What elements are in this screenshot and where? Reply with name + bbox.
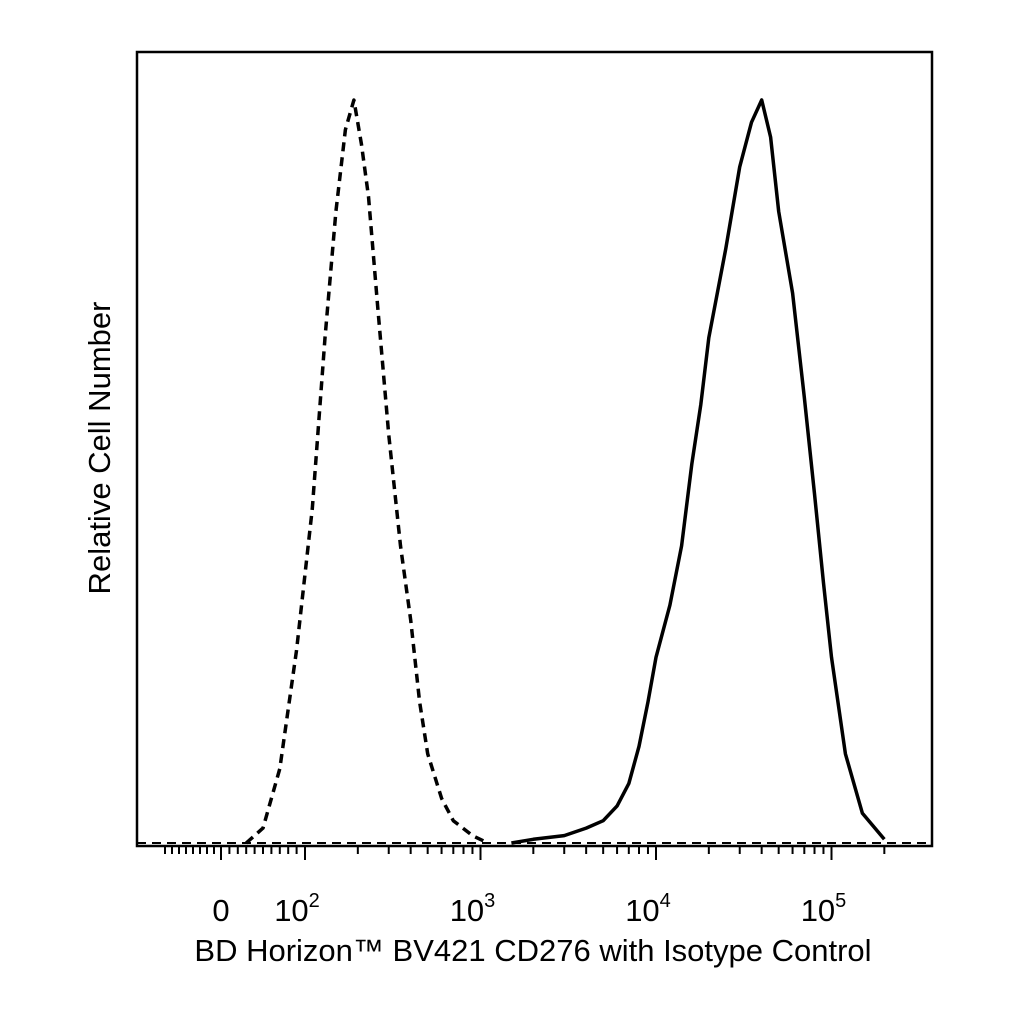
- x-axis-ticks: [164, 846, 886, 860]
- x-tick-label: 105: [801, 890, 847, 928]
- x-axis-label: BD Horizon™ BV421 CD276 with Isotype Con…: [194, 933, 871, 968]
- y-axis-label: Relative Cell Number: [82, 302, 117, 595]
- plot-frame: [135, 50, 934, 848]
- x-tick-label: 103: [450, 890, 496, 928]
- x-tick-label: 102: [274, 890, 320, 928]
- isotype-control-histogram: [245, 98, 489, 845]
- x-tick-label: 0: [212, 893, 229, 928]
- x-tick-labels: 0 102 103 104 105: [212, 890, 846, 928]
- x-tick-label: 104: [625, 890, 671, 928]
- cd276-histogram: [511, 98, 886, 845]
- series-layer: [137, 98, 932, 845]
